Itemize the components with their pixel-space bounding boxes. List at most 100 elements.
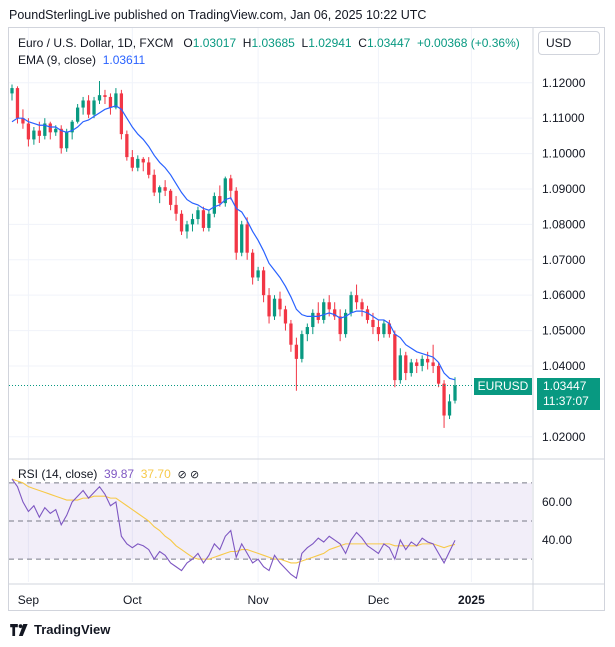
candle-body xyxy=(382,323,386,335)
candle-body xyxy=(333,309,337,317)
candle-body xyxy=(54,128,58,133)
candle-body xyxy=(322,302,326,320)
candle-body xyxy=(261,270,266,296)
candle-body xyxy=(300,334,304,359)
candle-body xyxy=(136,158,140,168)
candle-body xyxy=(256,270,260,278)
candle-body xyxy=(70,121,74,133)
ema-label: EMA (9, close) xyxy=(18,53,97,67)
candle-body xyxy=(207,213,211,228)
tradingview-logo-icon xyxy=(10,623,28,636)
candle-body xyxy=(81,100,85,108)
candle-body xyxy=(305,327,309,335)
candle-body xyxy=(360,302,364,310)
symbol-title[interactable]: Euro / U.S. Dollar, 1D, FXCM xyxy=(18,36,174,50)
candle-body xyxy=(196,210,200,220)
candle-body xyxy=(21,118,25,124)
candle-body xyxy=(354,295,359,303)
chart-frame xyxy=(8,27,605,611)
candle-body xyxy=(240,224,244,253)
candle-body xyxy=(453,385,457,401)
rsi-label: RSI (14, close) xyxy=(18,467,98,481)
candle-body xyxy=(185,224,189,232)
candle-body xyxy=(108,96,113,108)
ema-path xyxy=(11,105,456,381)
candle-body xyxy=(119,93,124,135)
candle-body xyxy=(103,95,107,97)
open-label: O xyxy=(183,36,193,50)
time-tick-label: Dec xyxy=(368,593,389,607)
candle-body xyxy=(283,309,288,324)
currency-button[interactable]: USD xyxy=(538,31,600,55)
candle-body xyxy=(251,252,255,278)
candle-body xyxy=(393,334,397,381)
candle-body xyxy=(168,190,173,205)
candle-body xyxy=(272,298,277,317)
price-axis: 1.12000 1.11000 1.10000 1.09000 1.08000 1.070… xyxy=(542,76,586,444)
publisher-caption: PoundSterlingLive published on TradingVi… xyxy=(9,8,427,22)
candle-body xyxy=(179,213,184,232)
candle-body xyxy=(114,93,118,108)
rsi-ma-value: 37.70 xyxy=(140,467,171,481)
low-value: 1.02941 xyxy=(308,36,352,50)
rsi-tick-label: 40.00 xyxy=(542,533,572,547)
price-tick-label: 1.04000 xyxy=(542,359,586,373)
candle-body xyxy=(371,319,375,328)
ema-legend[interactable]: EMA (9, close) 1.03611 xyxy=(18,53,145,67)
candle-body xyxy=(10,88,14,94)
candle-body xyxy=(229,178,233,191)
candle-body xyxy=(37,130,41,136)
candle-body xyxy=(289,323,293,345)
footer-brand: TradingView xyxy=(34,622,111,637)
candle-body xyxy=(212,196,216,214)
rsi-axis: 60.00 40.00 xyxy=(542,495,572,547)
time-tick-label: Sep xyxy=(18,593,40,607)
rsi-panel xyxy=(9,482,532,560)
candle-body xyxy=(294,344,299,359)
candle-body xyxy=(420,358,424,366)
candle-body xyxy=(311,312,315,328)
bar-countdown: 11:37:07 xyxy=(543,393,589,408)
change-value: +0.00368 (+0.36%) xyxy=(417,36,520,50)
candle-body xyxy=(75,107,80,122)
candle-body xyxy=(92,100,96,115)
time-tick-label: 2025 xyxy=(458,593,485,607)
close-label: C xyxy=(358,36,367,50)
candle-body xyxy=(426,358,430,363)
rsi-value: 39.87 xyxy=(104,467,135,481)
candle-body xyxy=(223,178,227,204)
candle-body xyxy=(338,316,342,335)
candle-body xyxy=(447,401,452,416)
candle-body xyxy=(431,362,435,366)
ema-value: 1.03611 xyxy=(102,53,146,67)
hidden-icon[interactable]: ⊘ xyxy=(177,469,187,481)
candle-body xyxy=(267,295,271,317)
candle-body xyxy=(436,365,441,384)
candle-body xyxy=(130,157,134,168)
candle-body xyxy=(86,100,91,115)
candle-body xyxy=(15,88,20,119)
price-tick-label: 1.05000 xyxy=(542,324,586,338)
low-label: L xyxy=(301,36,309,50)
candle-body xyxy=(190,219,195,225)
grid-lines xyxy=(9,28,604,610)
rsi-legend[interactable]: RSI (14, close) 39.87 37.70 ⊘ ⊘ xyxy=(18,467,199,481)
price-tick-label: 1.10000 xyxy=(542,147,586,161)
tradingview-footer[interactable]: TradingView xyxy=(10,622,110,637)
hidden-icon-2[interactable]: ⊘ xyxy=(190,469,200,481)
price-tick-label: 1.12000 xyxy=(542,76,586,90)
high-value: 1.03685 xyxy=(251,36,295,50)
candle-body xyxy=(398,355,402,381)
candle-body xyxy=(365,309,370,320)
price-tick-label: 1.09000 xyxy=(542,182,586,196)
candle-body xyxy=(32,130,36,140)
rsi-line xyxy=(11,478,456,580)
candle-body xyxy=(97,95,102,101)
candle-body xyxy=(174,204,178,214)
candle-body xyxy=(26,123,31,140)
symbol-legend: Euro / U.S. Dollar, 1D, FXCM O1.03017 H1… xyxy=(18,36,520,50)
rsi-tick-label: 60.00 xyxy=(542,495,572,509)
candle-body xyxy=(141,158,145,163)
rsi-path xyxy=(11,478,456,580)
